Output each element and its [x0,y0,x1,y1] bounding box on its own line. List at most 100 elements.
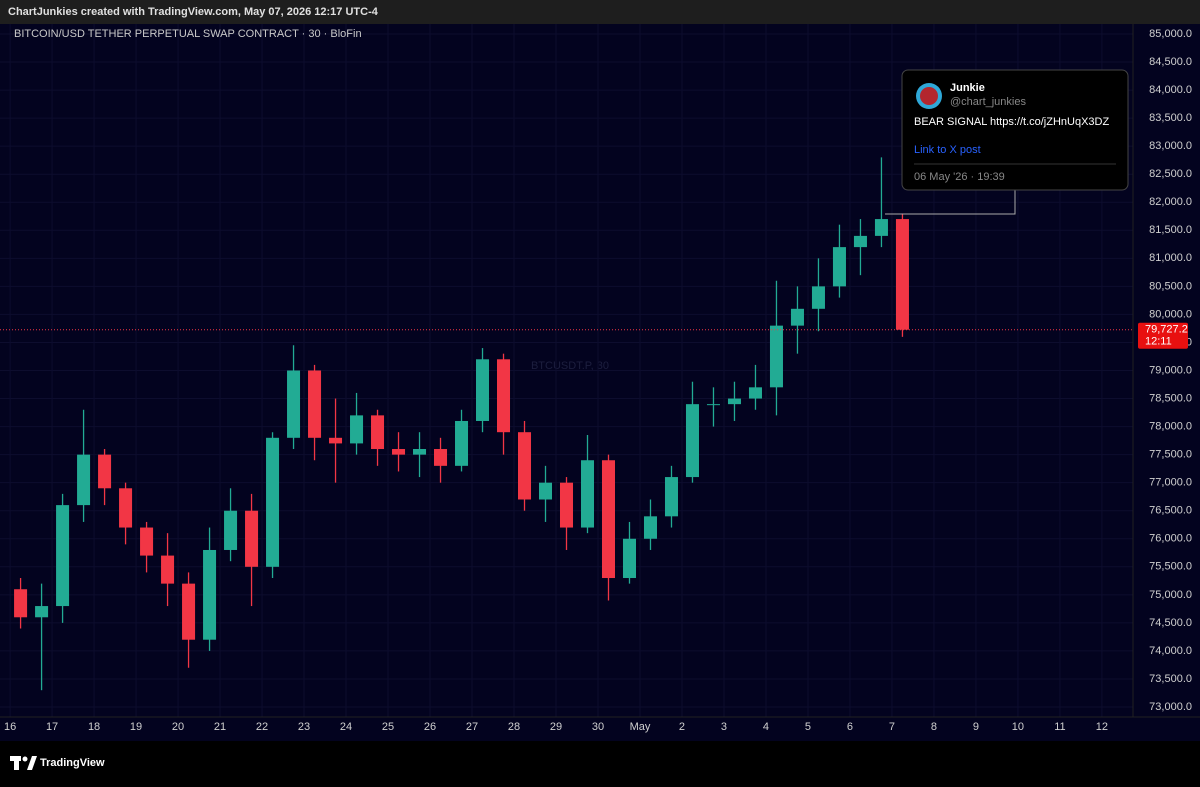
avatar-face [920,87,938,105]
y-tick-label: 80,500.0 [1149,280,1192,292]
candle-body [476,359,490,421]
y-tick-label: 84,000.0 [1149,84,1192,96]
candle-body [371,415,385,450]
candle-body [182,583,196,640]
candle-body [769,325,783,388]
candle-body [161,555,175,584]
post-name: Junkie [950,82,985,94]
candle-body [392,449,406,455]
candle-body [559,482,574,528]
last-price-label: 79,727.2 [1145,324,1188,336]
candle-body [622,538,637,579]
y-tick-label: 82,500.0 [1149,168,1192,180]
candle-body [119,488,133,528]
post-date: 06 May '26 · 19:39 [914,171,1005,183]
post-handle: @chart_junkies [950,96,1026,108]
x-tick-label: 7 [889,721,895,733]
x-tick-label: 9 [973,721,979,733]
candle-body [727,398,741,405]
x-tick-label: 3 [721,721,727,733]
plot [0,24,1133,717]
last-price-tag [1138,322,1188,349]
x-tick-label: 4 [763,721,769,733]
candle-body [455,420,469,466]
candle-body [245,510,259,567]
y-tick-label: 83,000.0 [1149,140,1192,152]
x-tick-label: 16 [4,721,16,733]
candle-body [287,370,301,438]
y-tick-label: 73,500.0 [1149,673,1192,685]
footer-brand: TradingView [40,757,105,769]
x-tick-label: 19 [130,721,142,733]
tv-logo [10,756,37,770]
x-tick-label: 26 [424,721,436,733]
header-text: ChartJunkies created with TradingView.co… [8,6,379,18]
candle-body [77,454,91,506]
callout-line [885,190,1016,215]
x-tick-label: 29 [550,721,562,733]
countdown: 12:11 [1145,336,1172,348]
post-card: Junkie @chart_junkies BEAR SIGNAL https:… [901,69,1129,191]
x-tick-label: 25 [382,721,394,733]
candle-body [874,219,888,236]
x-tick-label: 17 [46,721,58,733]
candle-body [350,415,364,444]
x-tick-label: 23 [298,721,310,733]
x-tick-label: 21 [214,721,226,733]
post-text: BEAR SIGNAL https://t.co/jZHnUqX3DZ [914,116,1109,128]
y-tick-label: 79,000.0 [1149,364,1192,376]
y-tick-label: 77,000.0 [1149,477,1192,489]
candle-body [685,404,699,478]
x-tick-label: 12 [1096,721,1108,733]
candle-body [580,460,595,528]
candle-body [643,516,657,539]
x-tick-label: 10 [1012,721,1024,733]
candle-body [266,437,280,567]
candle-body [224,510,238,550]
y-tick-label: 73,000.0 [1149,701,1192,713]
candle-body [413,449,427,455]
x-tick-label: 8 [931,721,937,733]
y-tick-label: 76,000.0 [1149,533,1192,545]
candle-body [35,606,49,618]
candle-body [538,482,553,500]
x-tick-label: 18 [88,721,100,733]
header-bar [0,0,1200,24]
candle-body [98,454,112,489]
candle-body [895,219,909,330]
x-tick-label: 22 [256,721,268,733]
candle-body [664,477,678,517]
y-tick-label: 81,500.0 [1149,224,1192,236]
post-link[interactable]: Link to X post [914,144,981,156]
y-tick-label: 84,500.0 [1149,56,1192,68]
y-tick-label: 78,500.0 [1149,392,1192,404]
candle-body [601,460,616,579]
y-tick-label: 80,000.0 [1149,308,1192,320]
symbol-title: BITCOIN/USD TETHER PERPETUAL SWAP CONTRA… [14,28,362,40]
candle-body [14,589,28,618]
candle-body [853,235,867,248]
candle-body [203,549,217,640]
candle-body [140,527,154,556]
x-tick-label: 24 [340,721,352,733]
y-tick-label: 76,500.0 [1149,505,1192,517]
x-tick-label: 6 [847,721,853,733]
y-tick-label: 85,000.0 [1149,28,1192,40]
candle-body [496,359,511,433]
watermark: BTCUSDT.P, 30 [531,360,609,372]
logo-wedge [27,756,37,770]
candle-body [308,370,322,438]
candle-body [329,437,343,444]
y-tick-label: 74,000.0 [1149,645,1192,657]
logo-dot [22,756,28,762]
candle-body [811,286,825,309]
x-tick-label: 30 [592,721,604,733]
candle-body [790,308,804,326]
x-tick-label: 28 [508,721,520,733]
candle-body [517,432,532,500]
candle-body [706,404,720,406]
y-tick-label: 83,500.0 [1149,112,1192,124]
y-tick-label: 74,500.0 [1149,617,1192,629]
x-tick-label: 11 [1054,721,1065,733]
